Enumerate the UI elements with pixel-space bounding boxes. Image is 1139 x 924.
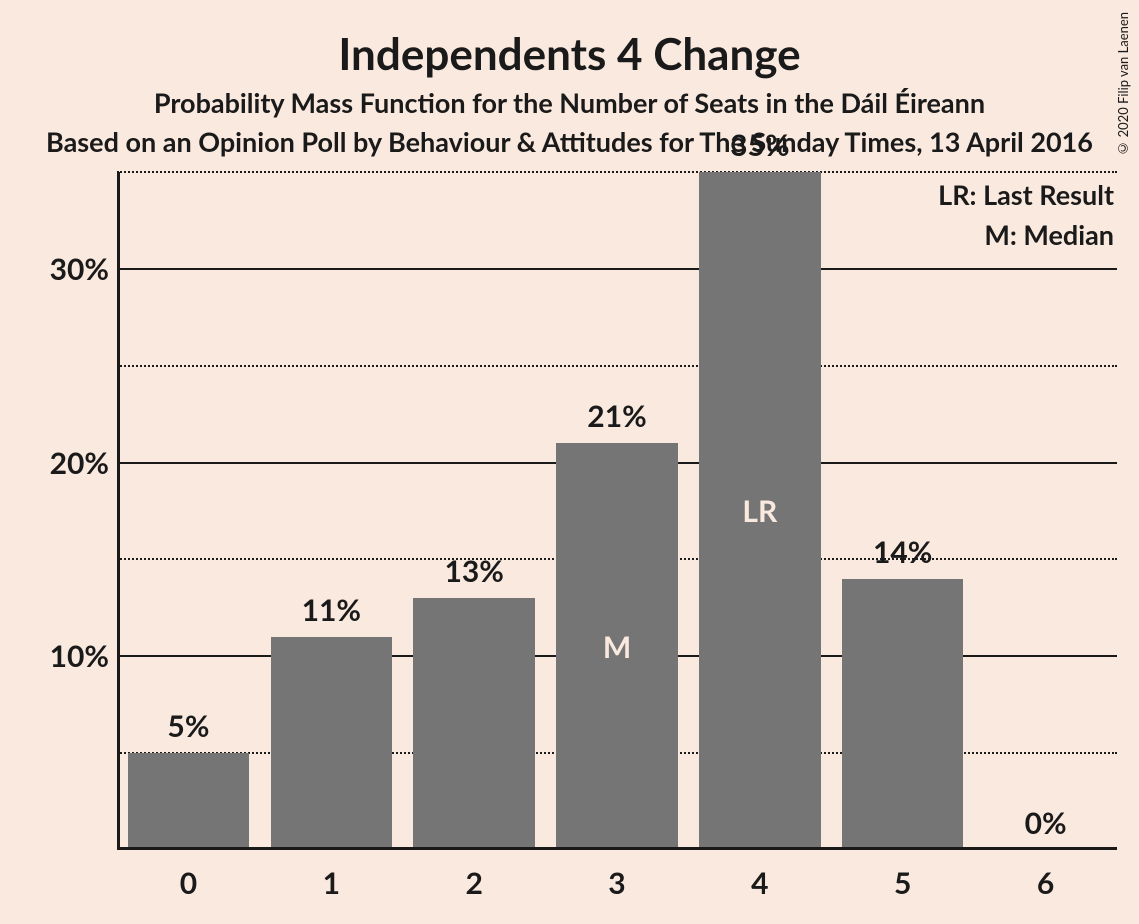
x-tick-label: 0 — [180, 865, 197, 901]
x-tick-label: 2 — [465, 865, 482, 901]
bar-value-label: 0% — [1025, 805, 1067, 841]
bar — [413, 598, 534, 850]
bar — [842, 579, 963, 850]
chart-container: Independents 4 Change Probability Mass F… — [0, 0, 1139, 924]
chart-subtitle-2: Based on an Opinion Poll by Behaviour & … — [0, 125, 1139, 158]
bar-marker: M — [603, 629, 631, 665]
x-tick-label: 5 — [894, 865, 911, 901]
bar-value-label: 5% — [167, 708, 209, 744]
y-tick-label: 20% — [50, 445, 109, 481]
plot-area — [117, 172, 1117, 850]
bar-value-label: 11% — [302, 592, 361, 628]
copyright-text: © 2020 Filip van Laenen — [1115, 12, 1131, 157]
bar — [271, 637, 392, 850]
x-tick-label: 6 — [1037, 865, 1054, 901]
bar-value-label: 13% — [444, 553, 503, 589]
bar-value-label: 14% — [873, 534, 932, 570]
x-tick-label: 1 — [323, 865, 340, 901]
bar — [128, 753, 249, 850]
chart-title: Independents 4 Change — [0, 28, 1139, 80]
y-tick-label: 30% — [50, 251, 109, 287]
bar-value-label: 21% — [587, 398, 646, 434]
y-tick-label: 10% — [50, 638, 109, 674]
bar-value-label: 35% — [730, 127, 789, 163]
x-axis — [117, 847, 1117, 850]
x-tick-label: 4 — [751, 865, 768, 901]
y-axis — [117, 172, 120, 850]
bar-marker: LR — [742, 493, 777, 529]
x-tick-label: 3 — [608, 865, 625, 901]
chart-subtitle-1: Probability Mass Function for the Number… — [0, 86, 1139, 119]
